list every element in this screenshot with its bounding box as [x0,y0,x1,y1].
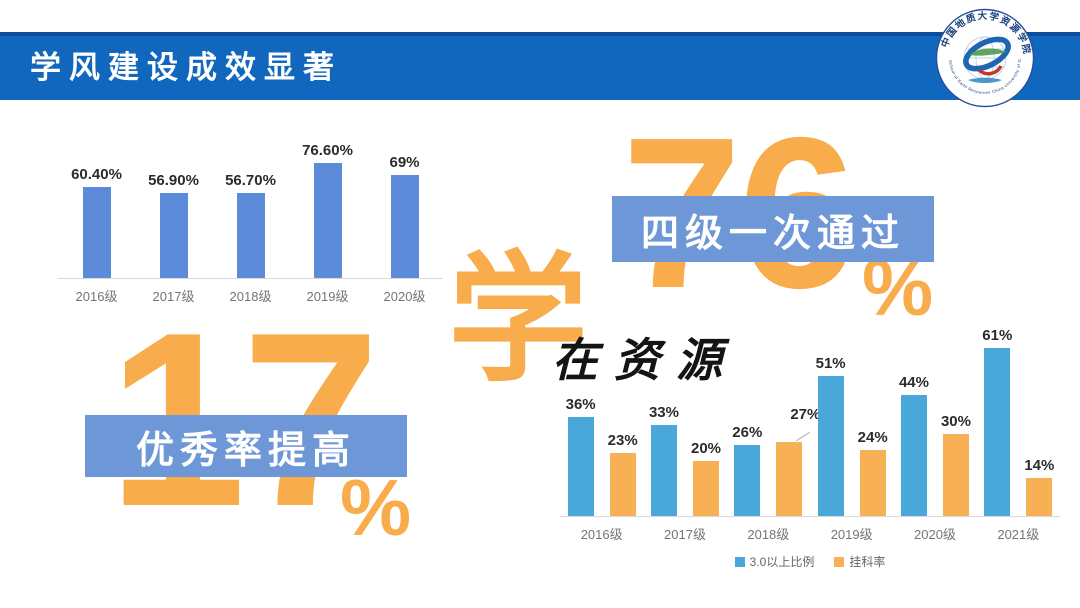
bar-value-label: 24% [857,429,888,446]
bar-wrap: 33% [649,404,679,516]
bar-value-label: 69% [389,153,420,171]
chart1-category-axis: 2016级 2017级 2018级 2019级 2020级 [58,279,443,305]
category-label: 2021级 [997,527,1040,542]
bar-wrap: 60.40% [71,166,122,278]
category-label: 2017级 [152,289,195,304]
category-label: 2016级 [75,289,118,304]
category-label: 2019级 [830,527,873,542]
bar [236,192,265,278]
bar [567,417,594,516]
page-title: 学风建设成效显著 [30,50,342,85]
category-label: 2019级 [306,289,349,304]
bar [650,425,677,516]
legend-swatch-blue-icon [734,556,745,567]
excellence-callout-label: 优秀率提高 [85,415,407,477]
bar-value-label: 26% [732,423,763,441]
bar-wrap: 51% [816,355,846,516]
bar [609,452,636,516]
chart2-plot-area: 36% 23% 33% 20% 26% 27% 51% 24% 44% 30% 61% 14% [560,327,1060,517]
bar-group: 26% 27% [727,406,820,516]
bar-wrap: 76.60% [302,142,353,278]
legend-label-gpa3: 3.0以上比例 [749,555,815,569]
bar-wrap: 30% [940,412,971,516]
bar-group: 51% 24% [810,355,893,516]
cet4-callout-label: 四级一次通过 [612,196,934,262]
bar-wrap: 27% [774,406,820,516]
category-label: 2018级 [747,527,790,542]
chart2-legend: 3.0以上比例 挂科率 [560,553,1060,570]
bar-value-label: 61% [982,327,1013,345]
bar-group: 60.40% [58,166,135,278]
bar-wrap: 69% [389,153,420,278]
legend-swatch-orange-icon [834,556,845,567]
bar-value-label: 44% [898,374,929,391]
chart2-category-axis: 2016级 2017级 2018级 2019级 2020级 2021级 [560,517,1060,543]
bar-wrap: 56.90% [148,172,199,278]
bar-wrap: 61% [982,327,1012,516]
bar-value-label: 20% [690,440,722,457]
bar-group: 56.90% [135,172,212,278]
excellence-percent-sign: % [340,463,412,552]
bar-wrap: 14% [1024,456,1055,516]
bar-value-label: 51% [815,354,846,372]
slogan-big-char: 学 [448,241,589,398]
bar-group: 33% 20% [643,404,726,516]
category-label: 2020级 [914,527,956,542]
bar-wrap: 44% [899,374,929,516]
bar [313,163,342,278]
university-logo: 中国地质大学资源学院 School of Earth Resources Chi… [934,4,1035,108]
bar-value-label: 30% [940,412,971,430]
bar-group: 44% 30% [893,374,976,516]
category-label: 2016级 [580,527,623,542]
slogan-script-text: 在资源 [552,333,738,387]
bar [859,450,886,516]
chart1-plot-area: 60.40% 56.90% 56.70% 76.60% 69% [58,134,443,279]
bar-wrap: 23% [608,432,638,516]
bar [1026,477,1053,516]
bar-group: 36% 23% [560,396,643,516]
bar-value-label: 14% [1024,456,1055,474]
bar-value-label: 76.60% [302,142,353,160]
bar [82,187,111,278]
bar-value-label: 23% [607,431,638,449]
category-label: 2020级 [383,289,426,304]
bar [817,375,844,516]
bar-group: 56.70% [212,172,289,278]
bar-value-label: 27% [790,405,821,423]
bar [734,444,761,516]
bar-group: 61% 14% [977,327,1060,516]
legend-item-fail-rate: 挂科率 [834,553,885,570]
bar-wrap: 20% [691,440,721,516]
bar-wrap: 24% [858,429,888,516]
bar-wrap: 26% [732,423,763,516]
category-label: 2017级 [664,527,706,542]
chart-cet4-pass-rate: 60.40% 56.90% 56.70% 76.60% 69% 2016级 2017级 20… [58,134,443,305]
bar-value-label: 60.40% [71,166,122,184]
chart-gpa-vs-fail-rate: 36% 23% 33% 20% 26% 27% 51% 24% 44% 30% 61% 14% 201… [560,327,1060,570]
bar [984,348,1011,516]
legend-label-fail-rate: 挂科率 [849,555,886,569]
bar [693,461,719,516]
bar [390,174,419,278]
bar-value-label: 33% [648,404,679,422]
bar-value-label: 56.90% [148,171,199,189]
label-leader-line [796,431,811,441]
bar [159,192,188,278]
bar [776,441,803,516]
legend-item-gpa3: 3.0以上比例 [734,553,815,570]
title-banner: 学风建设成效显著 [0,32,1080,100]
category-label: 2018级 [229,289,272,304]
university-logo-icon: 中国地质大学资源学院 School of Earth Resources Chi… [934,4,1035,108]
bar-wrap: 36% [566,396,596,516]
bar-group: 76.60% [289,142,366,278]
bar-value-label: 56.70% [225,171,276,189]
bar [942,433,969,516]
bar-wrap: 56.70% [225,172,276,278]
bar-group: 69% [366,153,443,278]
bar [900,395,927,516]
bar-value-label: 36% [565,396,596,413]
